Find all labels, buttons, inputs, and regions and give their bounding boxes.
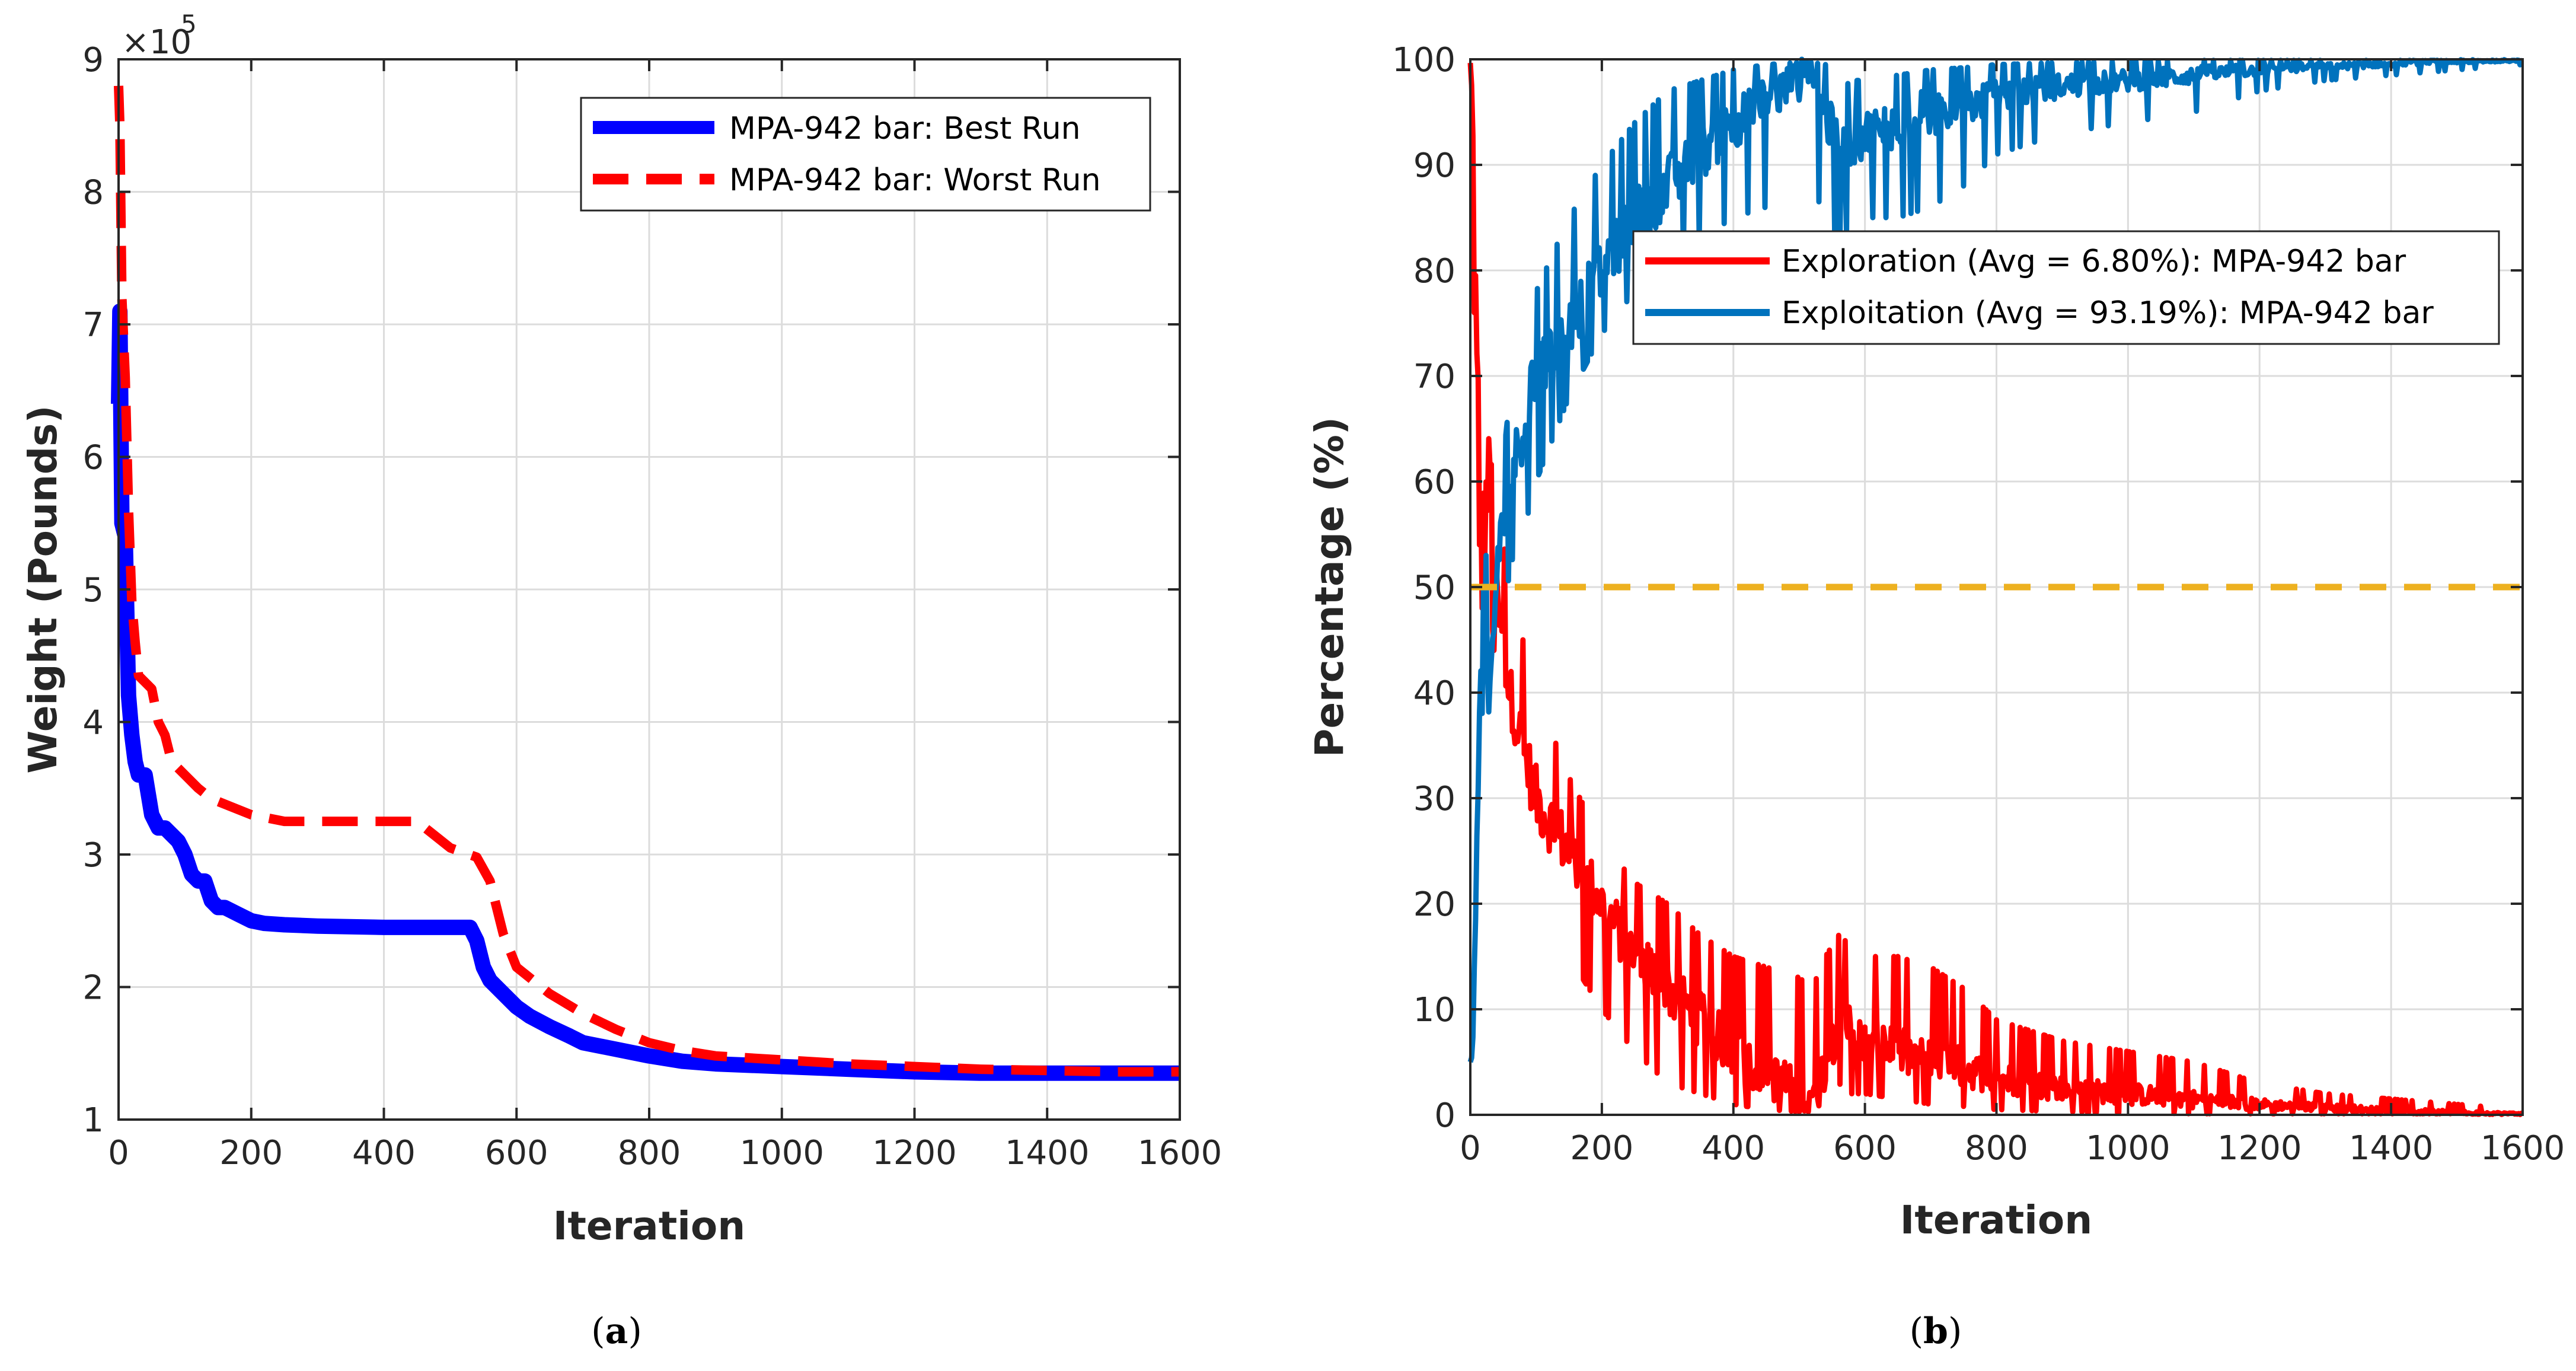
legend-label-exploration: Exploration (Avg = 6.80%): MPA-942 bar <box>1782 244 2406 279</box>
y-tick-label: 8 <box>82 174 104 212</box>
y-tick-label: 40 <box>1413 674 1455 713</box>
panel-b-legend-box <box>1632 230 2500 345</box>
y-tick-label: 30 <box>1413 780 1455 818</box>
x-tick-label: 800 <box>618 1134 681 1172</box>
panel-a-legend: MPA-942 bar: Best Run MPA-942 bar: Worst… <box>580 97 1151 212</box>
panel-b-x-axis-label: Iteration <box>1900 1197 2092 1243</box>
x-tick-label: 600 <box>1833 1129 1897 1168</box>
y-tick-label: 3 <box>82 836 104 875</box>
x-tick-label: 1000 <box>739 1134 824 1172</box>
x-tick-label: 1600 <box>1138 1134 1222 1172</box>
panel-a-y-axis-label: Weight (Pounds) <box>20 405 66 773</box>
caption-a-letter: a <box>605 1311 628 1352</box>
caption-b: (b) <box>1910 1311 1962 1352</box>
panel-b-y-axis-label: Percentage (%) <box>1307 417 1352 757</box>
caption-a: (a) <box>591 1311 642 1352</box>
x-tick-label: 800 <box>1965 1129 2028 1168</box>
y-tick-label: 6 <box>82 439 104 477</box>
y-tick-label: 100 <box>1392 41 1455 79</box>
panel-b-legend: Exploration (Avg = 6.80%): MPA-942 bar E… <box>1632 230 2500 345</box>
x-tick-label: 400 <box>352 1134 416 1172</box>
y-tick-label: 60 <box>1413 463 1455 502</box>
legend-label-best-run: MPA-942 bar: Best Run <box>729 111 1081 146</box>
panel-b-series <box>1467 56 2524 1117</box>
x-tick-label: 600 <box>485 1134 548 1172</box>
panel-a-series <box>111 85 1180 1081</box>
x-tick-label: 200 <box>1570 1129 1633 1168</box>
panel-b-ticks: 0 200 400 600 800 1000 1200 1400 1600 0 10 20 30 40 50… <box>1392 41 2565 1168</box>
panel-a-exponent-base: ×10 <box>122 23 191 62</box>
x-tick-label: 0 <box>1460 1129 1481 1168</box>
series-line-exploration <box>1467 62 2524 1117</box>
y-tick-label: 2 <box>82 969 104 1007</box>
panel-a-x-axis-label: Iteration <box>553 1203 745 1249</box>
y-tick-label: 80 <box>1413 252 1455 291</box>
x-tick-label: 1000 <box>2086 1129 2170 1168</box>
series-line-exploitation <box>1467 56 2524 1063</box>
y-tick-label: 90 <box>1413 146 1455 185</box>
y-tick-label: 0 <box>1434 1096 1455 1135</box>
y-tick-label: 20 <box>1413 885 1455 924</box>
x-tick-label: 1200 <box>2217 1129 2302 1168</box>
series-line-worst-run <box>114 85 1180 1077</box>
y-tick-label: 9 <box>82 41 104 79</box>
panel-b: 0 200 400 600 800 1000 1200 1400 1600 0 10 20 30 40 50… <box>1307 41 2565 1243</box>
x-tick-label: 200 <box>219 1134 283 1172</box>
y-tick-label: 70 <box>1413 358 1455 396</box>
series-line-best-run <box>111 303 1180 1081</box>
x-tick-label: 0 <box>108 1134 129 1172</box>
x-tick-label: 1400 <box>2349 1129 2434 1168</box>
x-tick-label: 400 <box>1702 1129 1765 1168</box>
x-tick-label: 1600 <box>2481 1129 2565 1168</box>
panel-a: 0 200 400 600 800 1000 1200 1400 1600 1 2 3 4 5 6 7 8 9 ×… <box>20 9 1222 1249</box>
panel-a-exponent-power: 5 <box>181 9 197 39</box>
panel-a-ticks: 0 200 400 600 800 1000 1200 1400 1600 1 2 3 4 5 6 7 8 9 <box>82 41 1222 1172</box>
legend-label-exploitation: Exploitation (Avg = 93.19%): MPA-942 bar <box>1782 295 2434 331</box>
y-tick-label: 10 <box>1413 991 1455 1029</box>
y-tick-label: 5 <box>82 571 104 610</box>
x-tick-label: 1400 <box>1005 1134 1090 1172</box>
y-tick-label: 7 <box>82 306 104 345</box>
y-tick-label: 50 <box>1413 569 1455 607</box>
y-tick-label: 1 <box>82 1101 104 1140</box>
x-tick-label: 1200 <box>872 1134 957 1172</box>
caption-b-letter: b <box>1923 1311 1948 1352</box>
panel-a-legend-box <box>580 97 1151 212</box>
legend-label-worst-run: MPA-942 bar: Worst Run <box>729 162 1101 198</box>
y-tick-label: 4 <box>82 704 104 742</box>
